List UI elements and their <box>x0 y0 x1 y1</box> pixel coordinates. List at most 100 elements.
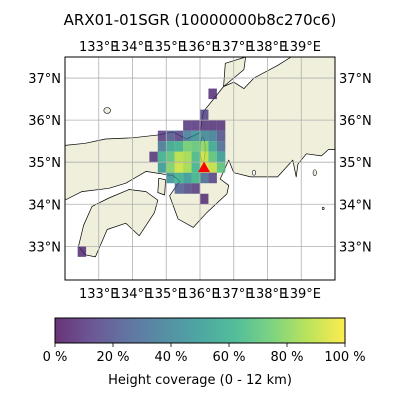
heatmap-cell <box>166 162 175 173</box>
awaji-island <box>157 177 166 196</box>
colorbar-tick-label: 0 % <box>43 350 68 365</box>
heatmap-cell <box>183 141 192 152</box>
izu-island <box>312 169 317 176</box>
lon-tick-label: 139°E <box>281 40 321 55</box>
heatmap-cell <box>77 246 87 257</box>
heatmap-cell <box>157 130 167 142</box>
heatmap-cell <box>174 151 184 163</box>
lon-tick-label: 138°E <box>248 287 288 302</box>
heatmap-cell <box>200 120 209 131</box>
colorbar-tick-label: 20 % <box>96 350 129 365</box>
colorbar-fill <box>55 318 345 343</box>
heatmap-cell <box>208 162 217 173</box>
heatmap-cell <box>208 151 217 163</box>
heatmap-cell <box>200 172 209 184</box>
colorbar-tick-label: 80 % <box>270 350 303 365</box>
noto-peninsula <box>223 57 246 87</box>
lat-tick-label: 33°N <box>339 240 372 255</box>
heatmap-layer <box>77 88 226 257</box>
colorbar-tick-label: 60 % <box>212 350 245 365</box>
heatmap-cell <box>174 183 184 194</box>
lat-labels-right: 33°N 34°N 35°N 36°N 37°N <box>339 72 372 255</box>
lat-tick-label: 35°N <box>339 156 372 171</box>
heatmap-cell <box>191 151 200 163</box>
heatmap-cell <box>216 130 226 142</box>
lat-tick-label: 34°N <box>339 198 372 213</box>
heatmap-cell <box>208 130 217 142</box>
lon-tick-label: 137°E <box>214 40 254 55</box>
lon-tick-label: 136°E <box>180 40 220 55</box>
lat-tick-label: 33°N <box>28 240 61 255</box>
heatmap-cell <box>157 162 167 173</box>
heatmap-cell <box>200 130 209 142</box>
heatmap-cell <box>216 120 226 131</box>
lon-tick-label: 135°E <box>146 40 186 55</box>
hamana-lake <box>252 169 256 176</box>
heatmap-cell <box>216 162 226 173</box>
map-frame <box>64 56 336 281</box>
heatmap-cell <box>174 172 184 184</box>
shikoku-land <box>78 189 159 258</box>
lat-tick-label: 37°N <box>339 72 372 87</box>
lat-tick-label: 36°N <box>28 114 61 129</box>
heatmap-cell <box>157 151 167 163</box>
lat-tick-label: 37°N <box>28 72 61 87</box>
map-area <box>65 57 335 280</box>
heatmap-cell <box>183 162 192 173</box>
heatmap-cell <box>157 141 167 152</box>
colorbar-frame <box>54 317 346 344</box>
lon-tick-label: 138°E <box>248 40 288 55</box>
heatmap-cell <box>166 130 175 142</box>
heatmap-cell <box>174 162 184 173</box>
heatmap-cell <box>191 141 200 152</box>
lat-tick-label: 36°N <box>339 114 372 129</box>
lon-tick-label: 133°E <box>79 40 119 55</box>
lon-tick-label: 137°E <box>214 287 254 302</box>
lon-tick-label: 133°E <box>79 287 119 302</box>
heatmap-cell <box>200 193 209 205</box>
lat-tick-label: 34°N <box>28 198 61 213</box>
heatmap-cell <box>183 172 192 184</box>
heatmap-cell <box>183 183 192 194</box>
lon-tick-label: 135°E <box>146 287 186 302</box>
colorbar: 0 % 20 % 40 % 60 % 80 % 100 % Height coverage… <box>43 317 366 388</box>
heatmap-cell <box>191 130 200 142</box>
heatmap-cell <box>216 141 226 152</box>
heatmap-cell <box>208 88 217 100</box>
heatmap-cell <box>208 172 217 184</box>
heatmap-cell <box>166 151 175 163</box>
colorbar-ticks: 0 % 20 % 40 % 60 % 80 % 100 % <box>43 343 366 365</box>
oki-island <box>103 107 111 114</box>
lat-tick-label: 35°N <box>28 156 61 171</box>
lon-tick-label: 134°E <box>113 287 153 302</box>
lon-tick-label: 134°E <box>113 40 153 55</box>
heatmap-cell <box>166 172 175 184</box>
marker-layer <box>198 161 211 173</box>
heatmap-cell <box>191 183 200 194</box>
heatmap-cell <box>174 141 184 152</box>
lon-tick-label: 139°E <box>281 287 321 302</box>
heatmap-cell <box>149 151 158 163</box>
heatmap-cell <box>208 120 217 131</box>
map-title: ARX01-01SGR (10000000b8c270c6) <box>63 11 337 29</box>
colorbar-label: Height coverage (0 - 12 km) <box>108 373 292 388</box>
gridlines <box>65 57 335 280</box>
heatmap-cell <box>200 151 209 163</box>
heatmap-cell <box>200 109 209 121</box>
heatmap-cell <box>208 141 217 152</box>
heatmap-cell <box>191 162 200 173</box>
lon-tick-label: 136°E <box>180 287 220 302</box>
kozu-island <box>321 206 325 211</box>
heatmap-cell <box>191 120 200 131</box>
colorbar-tick-label: 40 % <box>154 350 187 365</box>
heatmap-cell <box>183 130 192 142</box>
heatmap-cell <box>183 151 192 163</box>
station-marker <box>198 161 211 173</box>
heatmap-cell <box>166 141 175 152</box>
heatmap-cell <box>183 120 192 131</box>
heatmap-cell <box>200 141 209 152</box>
lat-labels-left: 33°N 34°N 35°N 36°N 37°N <box>28 72 61 255</box>
